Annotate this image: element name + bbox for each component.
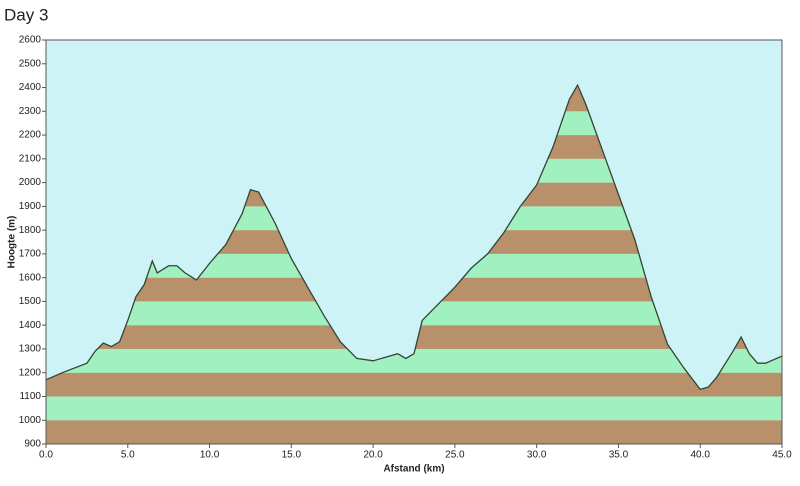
plot-frame <box>45 39 783 445</box>
y-tick-label: 1200 <box>19 367 42 378</box>
chart-title: Day 3 <box>4 5 48 24</box>
x-tick-label: 20.0 <box>363 450 383 461</box>
y-tick-label: 1100 <box>19 391 41 402</box>
profile-line <box>45 83 783 391</box>
x-tick-label: 10.0 <box>200 450 220 461</box>
x-tick-label: 35.0 <box>609 450 629 461</box>
x-tick-label: 45.0 <box>772 450 792 461</box>
x-axis-label: Afstand (km) <box>383 464 444 475</box>
stripe <box>46 396 782 421</box>
y-tick-label: 2400 <box>19 82 42 93</box>
y-tick-label: 2200 <box>19 130 42 141</box>
x-tick-label: 0.0 <box>39 450 53 461</box>
x-tick-label: 15.0 <box>282 450 302 461</box>
stripe <box>46 348 782 373</box>
stripe <box>46 372 782 397</box>
y-tick-label: 2300 <box>19 106 42 117</box>
x-tick-label: 30.0 <box>527 450 547 461</box>
y-tick-label: 1600 <box>19 272 42 283</box>
y-axis-label: Hoogte (m) <box>7 216 18 269</box>
y-tick-label: 1900 <box>19 201 42 212</box>
x-tick-label: 25.0 <box>445 450 465 461</box>
y-tick-label: 1800 <box>19 225 42 236</box>
stripe <box>46 420 782 444</box>
y-tick-label: 1700 <box>19 249 42 260</box>
y-tick-label: 2000 <box>19 177 42 188</box>
y-tick-label: 1500 <box>19 296 42 307</box>
y-tick-label: 1400 <box>19 320 42 331</box>
y-tick-label: 2600 <box>19 35 42 46</box>
y-tick-label: 1000 <box>19 415 42 426</box>
y-tick-label: 1300 <box>19 344 42 355</box>
x-tick-label: 40.0 <box>690 450 710 461</box>
y-tick-label: 2100 <box>19 153 42 164</box>
y-tick-label: 900 <box>24 439 41 450</box>
x-tick-label: 5.0 <box>121 450 135 461</box>
y-tick-label: 2500 <box>19 58 42 69</box>
